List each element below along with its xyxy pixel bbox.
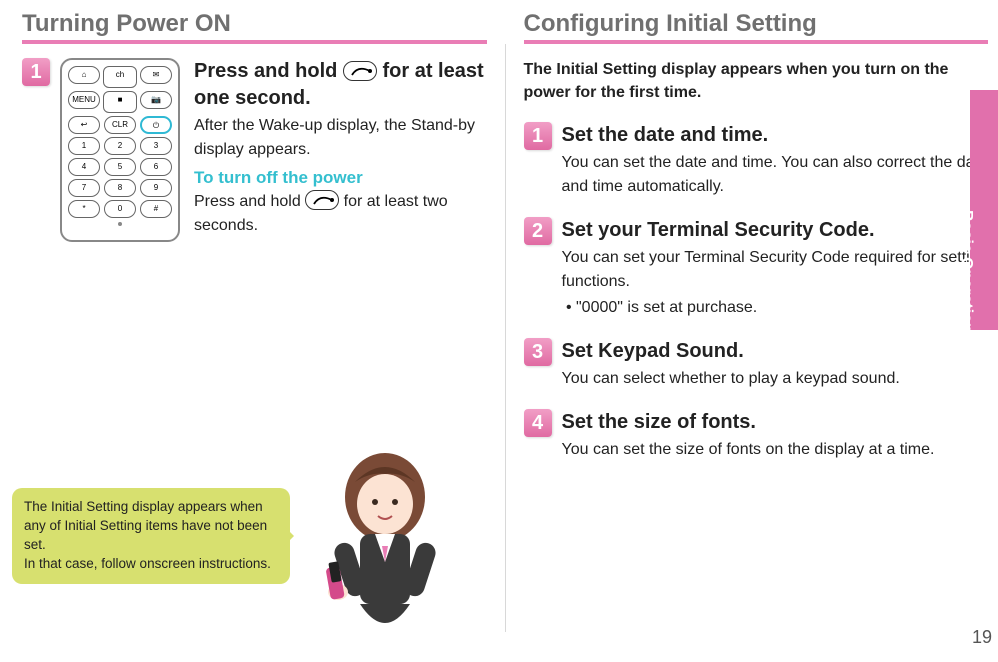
left-step-1: 1 ⌂ch✉ MENU■📷 ↩CLR⏻ 123 456 789 *0#	[22, 58, 487, 242]
step-number: 3	[524, 338, 552, 366]
step-text: You can select whether to play a keypad …	[562, 367, 989, 391]
power-key-icon	[343, 61, 377, 81]
step-subtext: Press and hold for at least two seconds.	[194, 190, 487, 238]
right-step-3: 3 Set Keypad Sound. You can select wheth…	[524, 338, 989, 391]
power-key-icon	[305, 190, 339, 210]
step-subheading: To turn off the power	[194, 168, 487, 188]
text: Press and hold	[194, 193, 305, 210]
power-key-highlight: ⏻	[140, 116, 172, 134]
step-text: After the Wake-up display, the Stand-by …	[194, 114, 487, 162]
right-step-4: 4 Set the size of fonts. You can set the…	[524, 409, 989, 462]
assistant-character-illustration	[300, 442, 470, 642]
text: Press and hold	[194, 60, 343, 82]
left-section-title: Turning Power ON	[22, 10, 487, 44]
step-heading: Set the date and time.	[562, 122, 989, 149]
side-tab-label: Basic Operation	[957, 210, 975, 333]
text: "0000" is set at purchase.	[576, 299, 757, 316]
step-number: 1	[524, 122, 552, 150]
right-section-title: Configuring Initial Setting	[524, 10, 989, 44]
step-number: 4	[524, 409, 552, 437]
step-number: 2	[524, 217, 552, 245]
right-intro: The Initial Setting display appears when…	[524, 58, 989, 104]
step-heading: Set the size of fonts.	[562, 409, 989, 436]
step-number: 1	[22, 58, 50, 86]
step-heading: Set your Terminal Security Code.	[562, 217, 989, 244]
phone-keypad-illustration: ⌂ch✉ MENU■📷 ↩CLR⏻ 123 456 789 *0#	[60, 58, 180, 242]
page-number: 19	[972, 627, 992, 648]
step-bullet: • "0000" is set at purchase.	[562, 296, 989, 320]
step-heading: Set Keypad Sound.	[562, 338, 989, 365]
step-heading: Press and hold for at least one second.	[194, 58, 487, 112]
step-text: You can set the size of fonts on the dis…	[562, 438, 989, 462]
tip-bubble: The Initial Setting display appears when…	[12, 488, 290, 584]
right-step-2: 2 Set your Terminal Security Code. You c…	[524, 217, 989, 320]
step-text: You can set the date and time. You can a…	[562, 151, 989, 199]
side-tab: Basic Operation	[970, 90, 998, 330]
step-text: You can set your Terminal Security Code …	[562, 246, 989, 294]
right-step-1: 1 Set the date and time. You can set the…	[524, 122, 989, 199]
